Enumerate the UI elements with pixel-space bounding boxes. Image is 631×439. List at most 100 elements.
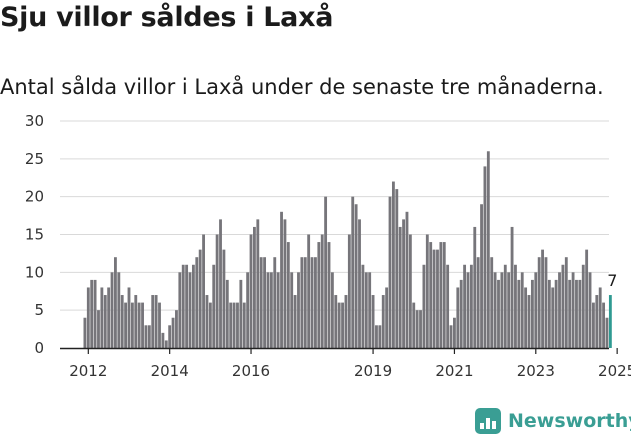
bar <box>391 181 395 348</box>
bar <box>130 302 134 348</box>
bar <box>161 332 165 348</box>
bar <box>229 302 233 348</box>
bar <box>530 279 534 348</box>
bar <box>415 310 419 348</box>
bar <box>398 226 402 348</box>
bar-latest <box>608 295 612 348</box>
y-tick-label: 15 <box>25 226 44 244</box>
y-tick-label: 0 <box>34 339 44 357</box>
bar <box>263 257 267 348</box>
bars <box>83 151 612 348</box>
bar <box>514 264 517 348</box>
bar <box>378 325 382 348</box>
bar <box>385 287 389 348</box>
bar <box>334 295 338 348</box>
y-axis-labels: 0 5 10 15 20 25 30 <box>25 112 44 357</box>
bar <box>117 272 121 348</box>
x-tick-label: 2016 <box>232 362 270 380</box>
bar <box>212 264 216 348</box>
bar <box>429 242 433 348</box>
bar <box>544 257 548 348</box>
bar <box>493 272 497 348</box>
bar <box>412 302 416 348</box>
bar <box>564 257 568 348</box>
bar <box>164 340 168 348</box>
newsworthy-brand: Newsworthy <box>475 408 631 434</box>
bar <box>273 257 277 348</box>
bar <box>103 295 107 348</box>
bar <box>459 279 463 348</box>
x-tick-label: 2019 <box>354 362 392 380</box>
bar <box>364 272 368 348</box>
bar <box>324 196 328 348</box>
y-tick-label: 25 <box>25 150 44 168</box>
bar <box>436 249 439 348</box>
bar <box>561 264 565 348</box>
bar <box>256 219 260 348</box>
bar <box>154 295 158 348</box>
bar <box>371 295 375 348</box>
bar <box>537 257 541 348</box>
bar <box>208 302 212 348</box>
y-tick-label: 10 <box>25 263 44 281</box>
bar <box>381 295 385 348</box>
y-tick-label: 5 <box>34 301 44 319</box>
bar <box>598 287 602 348</box>
bar <box>585 249 589 348</box>
bar <box>114 257 117 348</box>
bar <box>473 226 477 348</box>
bar <box>408 234 412 348</box>
bar <box>293 295 297 348</box>
bar <box>547 279 551 348</box>
bar <box>524 287 528 348</box>
bar <box>347 234 351 348</box>
bar <box>259 257 263 348</box>
bar <box>507 272 511 348</box>
bar <box>490 257 494 348</box>
gridlines <box>60 120 609 311</box>
bar <box>520 272 524 348</box>
bar <box>341 302 344 348</box>
bar <box>195 257 199 348</box>
bar <box>100 287 104 348</box>
bar <box>395 189 399 348</box>
bar <box>466 272 470 348</box>
bar <box>602 302 606 348</box>
bar <box>188 272 192 348</box>
bar <box>242 302 246 348</box>
bar <box>249 234 253 348</box>
bar <box>425 234 429 348</box>
bar <box>575 279 578 348</box>
bar <box>191 264 195 348</box>
bar <box>83 317 87 348</box>
bar <box>222 249 226 348</box>
page-title: Sju villor såldes i Laxå <box>0 2 334 33</box>
bar <box>449 325 453 348</box>
bar <box>303 257 307 348</box>
bar <box>327 242 331 348</box>
bar <box>592 302 595 348</box>
bar <box>297 272 300 348</box>
bar <box>283 219 287 348</box>
x-tick-label: 2012 <box>69 362 107 380</box>
bar <box>269 272 273 348</box>
bar <box>446 264 450 348</box>
bar <box>358 219 361 348</box>
bar <box>219 219 222 348</box>
bar <box>517 279 521 348</box>
bar <box>127 287 131 348</box>
bar <box>361 264 365 348</box>
bar <box>134 295 138 348</box>
bar <box>286 242 290 348</box>
bar <box>605 317 609 348</box>
bar <box>439 242 443 348</box>
bar <box>151 295 155 348</box>
bar <box>246 272 250 348</box>
bar <box>168 325 172 348</box>
bar <box>317 242 321 348</box>
bar <box>354 204 358 348</box>
bar <box>503 264 507 348</box>
bar <box>527 295 531 348</box>
